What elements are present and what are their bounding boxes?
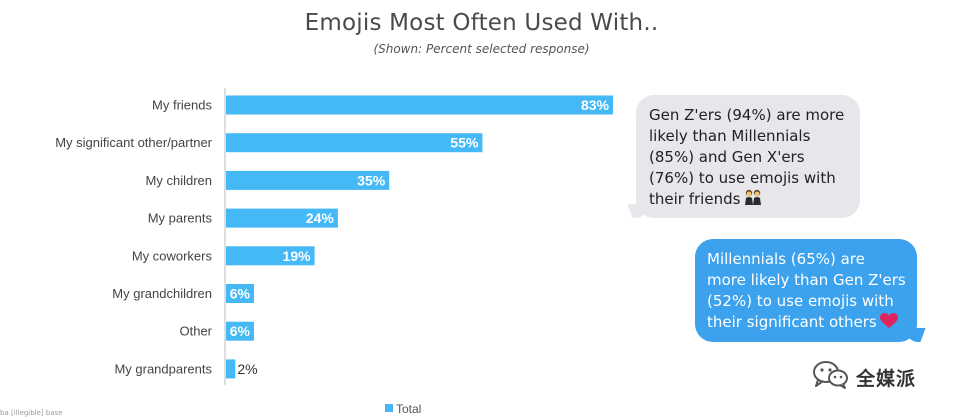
watermark: 全媒派 [812, 360, 916, 394]
bar [226, 133, 483, 153]
legend-swatch [385, 404, 393, 412]
bar-value-label: 2% [237, 361, 257, 377]
chart-title: Emojis Most Often Used With.. [304, 10, 659, 36]
category-label: Other [179, 324, 212, 339]
footnote: ba [illegible] base [0, 409, 63, 417]
bar [226, 95, 613, 115]
bar-value-label: 6% [230, 286, 251, 302]
wechat-logo-icon [812, 360, 850, 395]
bar-value-label: 24% [306, 210, 335, 226]
millennials-callout-bubble: Millennials (65%) are more likely than G… [695, 239, 917, 342]
millennials-callout-text: Millennials (65%) are more likely than G… [707, 250, 906, 331]
bar [226, 284, 254, 303]
category-labels: My friends My significant other/partner My… [55, 98, 212, 377]
genz-callout-text: Gen Z'ers (94%) are more likely than Mil… [649, 106, 845, 208]
bar-value-label: 83% [581, 97, 610, 113]
bar [226, 246, 315, 266]
bars [226, 95, 613, 379]
bar-value-label: 6% [230, 323, 251, 339]
two-women-emoji-icon [743, 189, 763, 212]
bar-value-label: 19% [283, 248, 312, 264]
category-label: My coworkers [132, 248, 213, 263]
legend: Total [385, 402, 421, 416]
watermark-text: 全媒派 [856, 367, 917, 390]
category-label: My friends [152, 98, 212, 113]
category-label: My children [146, 173, 212, 188]
bar-value-label: 35% [357, 172, 386, 188]
bar-value-labels: 83% 55% 35% 24% 19% 6% 6% 2% [230, 97, 610, 377]
bar [226, 359, 236, 379]
red-heart-emoji-icon [879, 313, 898, 335]
legend-label: Total [396, 402, 421, 416]
bar-value-label: 55% [450, 135, 479, 151]
bar [226, 321, 254, 341]
category-label: My grandchildren [112, 286, 212, 301]
category-label: My significant other/partner [55, 135, 212, 150]
bar [226, 208, 338, 228]
category-label: My parents [148, 211, 213, 226]
genz-callout-bubble: Gen Z'ers (94%) are more likely than Mil… [636, 95, 860, 218]
bar [226, 170, 390, 190]
chart-subtitle: (Shown: Percent selected response) [373, 42, 590, 56]
category-label: My grandparents [114, 361, 212, 376]
